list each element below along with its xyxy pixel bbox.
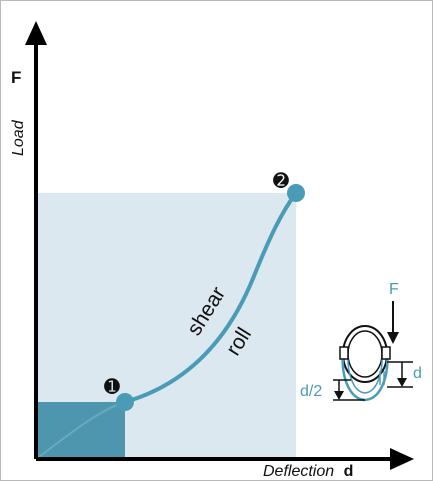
half-d-label: d/2 <box>300 383 322 400</box>
initial-curve-segment <box>35 401 126 460</box>
y-axis-arrow <box>25 21 47 45</box>
inset-clamp-right <box>381 346 391 360</box>
x-axis-label: Deflection d <box>263 463 353 480</box>
force-label: F <box>389 281 399 298</box>
inset-clamp-left <box>339 346 349 360</box>
point-2-dot <box>287 184 305 202</box>
small-energy-area <box>36 402 125 459</box>
inset-deformed-shape-inner <box>347 352 383 394</box>
force-arrow-head <box>387 332 399 344</box>
d-dim-arrow <box>397 378 407 387</box>
point-2-label: ➋ <box>273 171 289 192</box>
y-axis-label: Load <box>10 119 27 156</box>
half-d-dim-arrow <box>334 391 344 400</box>
inset-sketch: F d d/2 <box>300 281 422 402</box>
point-1-dot <box>116 393 134 411</box>
x-axis-arrow <box>390 448 414 470</box>
x-axis-symbol: d <box>344 463 354 480</box>
point-1-label: ➊ <box>104 377 120 398</box>
load-deflection-curve <box>123 191 298 404</box>
x-axis-label-text: Deflection <box>263 463 334 480</box>
inset-ring-inner <box>347 330 383 378</box>
y-axis-symbol: F <box>11 68 21 87</box>
d-label: d <box>413 365 422 382</box>
